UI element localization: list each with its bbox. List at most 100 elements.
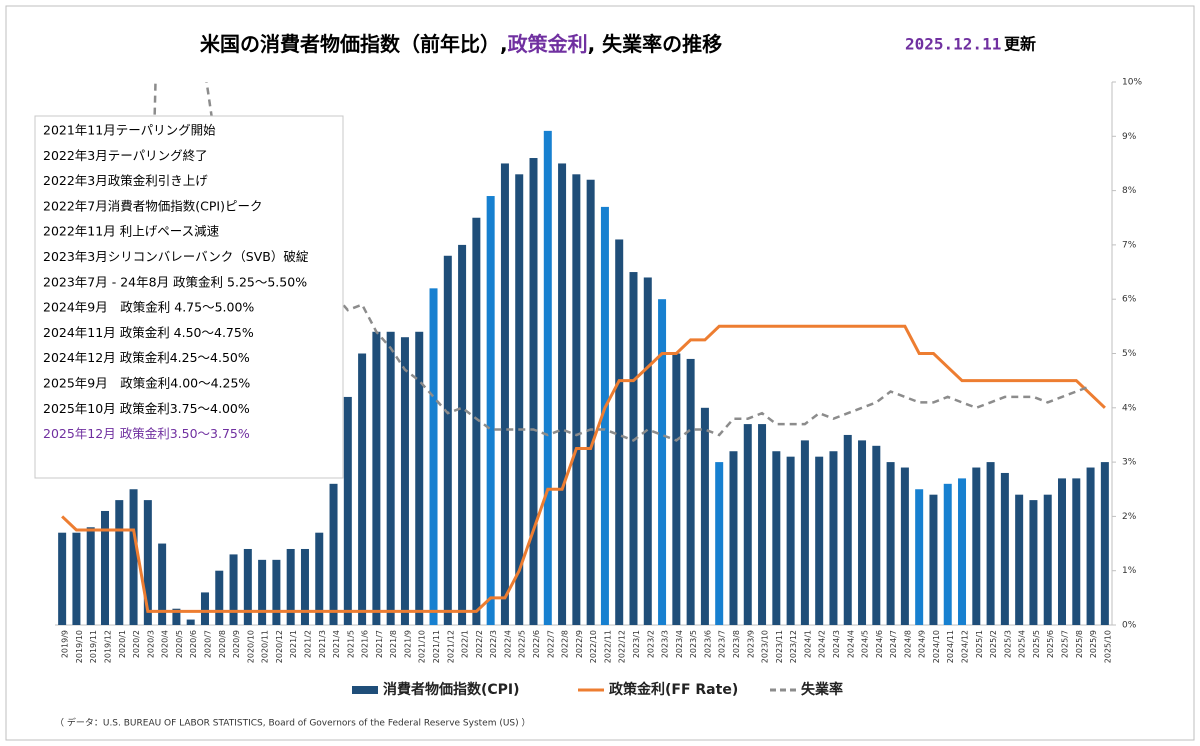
y-tick-label: 3%: [1122, 458, 1137, 468]
x-tick-label: 2024/7: [889, 630, 898, 658]
x-tick-label: 2022/7: [546, 630, 555, 658]
bar: [300, 548, 309, 625]
chart-title: 米国の消費者物価指数（前年比）,政策金利, 失業率の推移: [200, 32, 722, 56]
x-tick-label: 2021/5: [346, 630, 355, 658]
x-tick-label: 2020/2: [132, 630, 141, 658]
annotation-text: 2025年9月 政策金利4.00～4.25%: [43, 376, 250, 391]
x-tick-label: 2025/10: [1103, 630, 1112, 663]
bar: [58, 532, 67, 625]
bar: [686, 358, 695, 625]
x-tick-label: 2021/12: [446, 630, 455, 663]
bar: [143, 500, 152, 625]
x-tick-label: 2020/10: [246, 630, 255, 663]
bar: [743, 424, 752, 625]
bar: [400, 337, 409, 625]
x-tick-label: 2024/4: [846, 630, 855, 658]
bar: [586, 179, 595, 626]
y-tick-label: 8%: [1122, 186, 1137, 196]
bar: [229, 554, 238, 625]
x-tick-label: 2020/8: [218, 630, 227, 658]
x-tick-label: 2023/3: [661, 630, 670, 658]
update-label: 更新: [1004, 35, 1036, 54]
bar: [915, 489, 924, 625]
y-tick-label: 1%: [1122, 566, 1137, 576]
bar: [715, 462, 724, 625]
annotation-text: 2024年11月 政策金利 4.50～4.75%: [43, 325, 254, 340]
x-tick-label: 2023/12: [789, 630, 798, 663]
bar: [643, 277, 652, 625]
bar: [386, 331, 395, 625]
x-tick-label: 2023/6: [703, 630, 712, 658]
bar: [415, 331, 424, 625]
x-tick-label: 2019/12: [103, 630, 112, 663]
x-tick-label: 2020/3: [146, 630, 155, 658]
x-tick-label: 2020/9: [232, 630, 241, 658]
plot-area: 0% 1% 2% 3% 4% 5% 6% 7% 8% 9% 10% 2019/9 2019/10 2019…: [55, 78, 1142, 663]
bar: [315, 532, 324, 625]
bar: [129, 489, 138, 625]
x-tick-label: 2022/6: [532, 630, 541, 658]
x-tick-label: 2021/11: [432, 630, 441, 663]
bar: [600, 206, 609, 625]
x-tick-label: 2020/12: [275, 630, 284, 663]
x-tick-label: 2024/1: [803, 630, 812, 658]
x-tick-label: 2022/5: [518, 630, 527, 658]
bar: [115, 500, 124, 625]
x-tick-label: 2024/10: [932, 630, 941, 663]
bar: [343, 396, 352, 625]
y-tick-label: 6%: [1122, 295, 1137, 305]
x-tick-label: 2023/4: [675, 630, 684, 658]
x-tick-label: 2025/9: [1089, 630, 1098, 658]
x-tick-label: 2021/3: [318, 630, 327, 658]
bar: [158, 543, 167, 625]
x-tick-label: 2024/3: [832, 630, 841, 658]
bar: [1058, 478, 1067, 625]
bar: [700, 407, 709, 625]
y-tick-label: 9%: [1122, 132, 1137, 142]
x-tick-label: 2022/2: [475, 630, 484, 658]
x-tick-label: 2023/11: [775, 630, 784, 663]
x-tick-label: 2023/9: [746, 630, 755, 658]
annotation-text: 2022年3月政策金利引き上げ: [43, 173, 208, 188]
bar: [943, 483, 952, 625]
x-tick-label: 2022/3: [489, 630, 498, 658]
x-tick-label: 2022/11: [603, 630, 612, 663]
y-tick-label: 2%: [1122, 512, 1137, 522]
x-tick-label: 2024/8: [903, 630, 912, 658]
bar: [1086, 467, 1095, 625]
legend-swatch: [352, 686, 378, 694]
x-tick-label: 2023/2: [646, 630, 655, 658]
annotation-list: 2021年11月テーパリング開始 2022年3月テーパリング終了 2022年3月政策…: [43, 123, 309, 442]
bar: [958, 478, 967, 625]
bar: [729, 451, 738, 625]
bar: [358, 353, 367, 625]
annotation-text: 2024年9月 政策金利 4.75～5.00%: [43, 300, 254, 315]
bar: [786, 456, 795, 625]
update-date: 2025.12.11: [905, 35, 1001, 54]
x-tick-label: 2024/6: [875, 630, 884, 658]
bar: [243, 548, 252, 625]
bar: [429, 288, 438, 625]
x-tick-label: 2022/8: [561, 630, 570, 658]
x-tick-label: 2021/6: [361, 630, 370, 658]
bar: [1015, 494, 1024, 625]
bar: [900, 467, 909, 625]
legend: 消費者物価指数(CPI) 政策金利(FF Rate) 失業率: [352, 681, 843, 698]
x-tick-label: 2020/1: [118, 630, 127, 658]
bar: [1072, 478, 1081, 625]
x-tick-label: 2024/2: [818, 630, 827, 658]
x-tick-label: 2025/8: [1075, 630, 1084, 658]
x-tick-label: 2021/2: [303, 630, 312, 658]
bar: [843, 434, 852, 625]
bar: [658, 299, 667, 625]
bar: [215, 570, 224, 625]
bar: [100, 510, 109, 625]
x-tick-label: 2020/5: [175, 630, 184, 658]
x-tick-label: 2024/5: [861, 630, 870, 658]
y-tick-label: 7%: [1122, 240, 1137, 250]
x-tick-label: 2021/9: [403, 630, 412, 658]
x-tick-label: 2021/7: [375, 630, 384, 658]
bar: [672, 353, 681, 625]
bar: [858, 440, 867, 625]
